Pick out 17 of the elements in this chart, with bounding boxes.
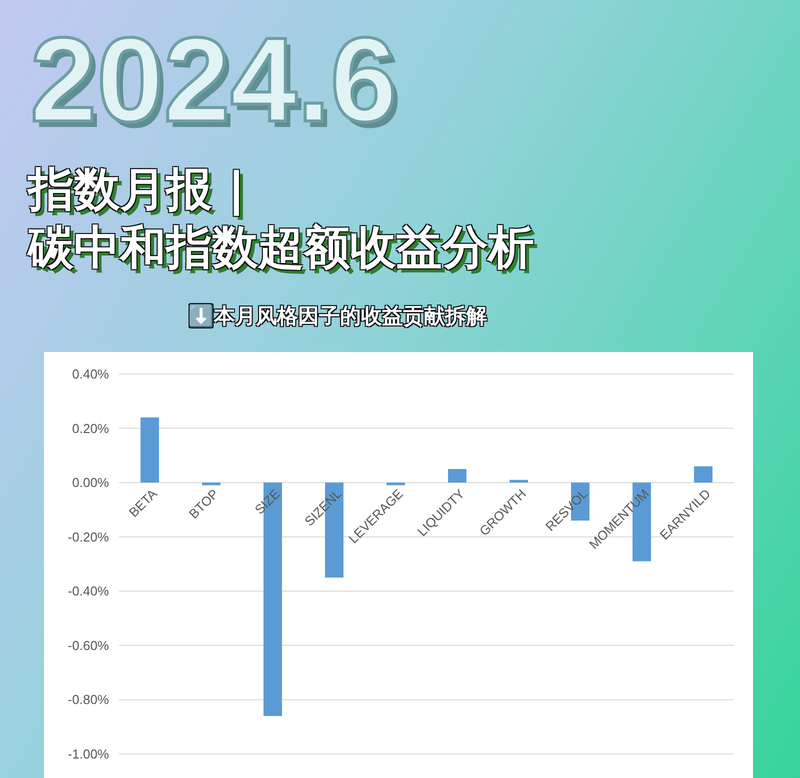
y-tick-label: -0.60% xyxy=(68,638,110,653)
text: 2024.6 xyxy=(30,13,398,147)
y-tick-label: 0.40% xyxy=(72,366,110,382)
y-tick-label: -0.40% xyxy=(68,584,110,599)
y-tick-label: -1.00% xyxy=(68,746,110,762)
bar xyxy=(510,480,528,483)
y-tick-label: -0.80% xyxy=(68,692,110,708)
bar xyxy=(694,466,712,483)
y-tick-label: 0.20% xyxy=(72,420,110,436)
chart-title: 指数月报 | 碳中和指数超额收益分析 xyxy=(28,161,535,276)
y-tick-label: -0.20% xyxy=(68,529,110,544)
bar xyxy=(386,482,405,486)
bar xyxy=(140,417,159,483)
bar xyxy=(202,482,220,486)
y-tick-label: 0.00% xyxy=(72,475,110,490)
bar xyxy=(448,469,466,483)
chart-subtitle: ⬇本月风格因子的收益贡献拆解 xyxy=(188,303,487,330)
